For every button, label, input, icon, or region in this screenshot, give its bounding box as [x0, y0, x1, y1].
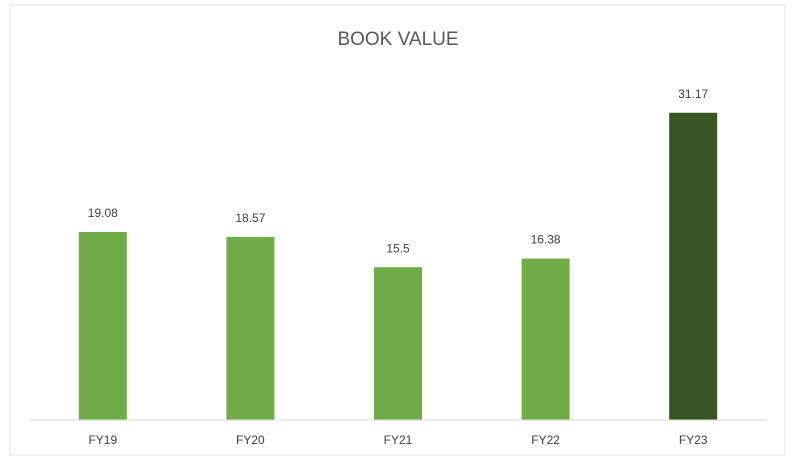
data-label: 19.08 [88, 206, 118, 220]
x-tick-label: FY20 [236, 433, 265, 447]
data-label: 16.38 [531, 233, 561, 247]
bar [78, 231, 127, 420]
x-tick-label: FY22 [531, 433, 560, 447]
bar [521, 258, 570, 420]
chart-title: BOOK VALUE [337, 29, 458, 50]
data-label: 15.5 [386, 241, 410, 255]
x-tick-label: FY19 [88, 433, 117, 447]
data-label: 31.17 [678, 87, 708, 101]
bar [226, 236, 275, 420]
bar [374, 267, 422, 420]
x-tick-label: FY23 [679, 433, 708, 447]
x-tick-label: FY21 [384, 433, 413, 447]
bar [669, 112, 718, 420]
data-label: 18.57 [235, 211, 265, 225]
